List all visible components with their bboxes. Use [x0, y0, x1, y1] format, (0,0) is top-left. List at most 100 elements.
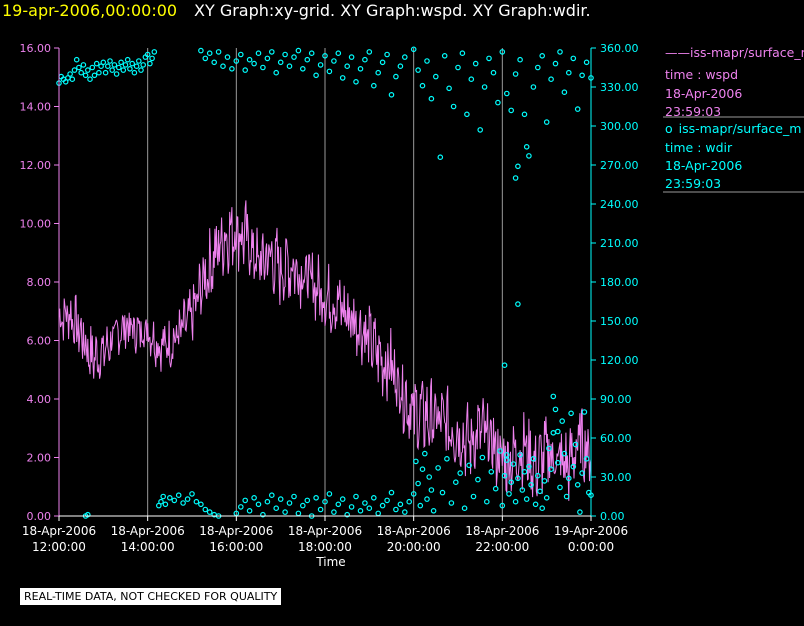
wdir-point: [459, 50, 466, 57]
wdir-point: [490, 69, 497, 76]
wdir-point: [419, 82, 426, 89]
right-tick-label: 330.00: [600, 81, 639, 94]
wdir-point: [530, 84, 537, 90]
data-quality-notice: REAL-TIME DATA, NOT CHECKED FOR QUALITY: [20, 588, 282, 605]
wdir-point: [331, 58, 337, 64]
wdir-point: [441, 52, 448, 59]
wdir-point: [255, 501, 262, 508]
wdir-point: [151, 49, 158, 55]
right-axis-ticks: 0.00 30.00 60.00 90.00 120.00 150.00 180.00 210…: [591, 42, 639, 523]
wdir-point: [162, 501, 169, 508]
wdir-point: [523, 496, 530, 502]
left-axis-ticks: 0.00 2.00 4.00 6.00 8.00 10.00 12.00 14.00 16.00: [20, 42, 59, 523]
wdir-point: [503, 457, 510, 463]
wdir-point: [120, 67, 127, 73]
wdir-point: [519, 487, 526, 493]
wdir-point: [466, 462, 472, 469]
wdir-point: [470, 493, 477, 500]
wdir-point: [457, 470, 464, 476]
x-axis-label: Time: [315, 555, 345, 569]
wdir-point: [393, 73, 399, 80]
legend-wdir-source: iss-mapr/surface_m: [678, 121, 802, 136]
wdir-point: [510, 461, 517, 467]
wdir-point: [532, 501, 539, 508]
wdir-point: [552, 60, 559, 67]
wdir-point: [282, 509, 288, 515]
wdir-point: [579, 72, 585, 79]
wdir-point: [326, 68, 333, 75]
wdir-point: [144, 51, 151, 58]
wdir-point: [515, 301, 521, 307]
wdir-point: [550, 393, 557, 400]
wdir-point: [251, 494, 257, 501]
wdir-point: [517, 56, 523, 63]
wdir-point: [202, 506, 209, 513]
legend-wdir-name: o iss-mapr/surface_m: [665, 119, 801, 138]
wdir-point: [521, 111, 528, 118]
wdir-point: [85, 511, 91, 518]
legend-wdir-date: 18-Apr-2006: [665, 158, 743, 173]
x-axis-ticks: 18-Apr-2006 12:00:00 18-Apr-2006 14:00:00 18…: [22, 516, 628, 554]
wdir-point: [388, 92, 395, 98]
wdir-point: [499, 49, 506, 55]
wdir-point: [388, 489, 395, 496]
right-tick-label: 60.00: [600, 432, 632, 445]
wdir-point: [483, 498, 490, 505]
wdir-point: [401, 509, 408, 515]
wdir-point: [410, 46, 417, 53]
wdir-point: [534, 64, 541, 71]
wdir-point: [379, 59, 386, 66]
legend-wspd-field: time : wspd: [665, 67, 739, 82]
wdir-point: [264, 55, 271, 62]
left-tick-label: 14.00: [20, 101, 52, 114]
wdir-point: [432, 73, 439, 80]
wdir-point: [521, 468, 528, 475]
x-tick-label-date: 18-Apr-2006: [288, 524, 362, 538]
wdir-point: [353, 493, 359, 500]
title-bar: 19-apr-2006,00:00:00 XY Graph:xy-grid. X…: [0, 0, 804, 26]
wdir-point: [202, 55, 209, 62]
wdir-point: [71, 67, 78, 73]
wdir-point: [583, 59, 590, 66]
wdir-point: [118, 59, 124, 66]
wdir-point: [238, 504, 244, 510]
wdir-point: [105, 63, 111, 69]
wdir-point: [339, 75, 346, 81]
wdir-point: [375, 510, 382, 517]
wdir-point: [67, 71, 73, 77]
legend-wspd-time: 23:59:03: [665, 104, 722, 119]
wdir-point: [299, 502, 306, 509]
wdir-point: [415, 480, 421, 487]
wdir-point: [76, 64, 82, 71]
wdir-point: [317, 506, 324, 513]
wdir-point: [129, 60, 136, 67]
graph-titles: XY Graph:xy-grid. XY Graph:wspd. XY Grap…: [194, 1, 591, 20]
right-tick-label: 120.00: [600, 354, 639, 367]
wdir-point: [384, 51, 390, 58]
left-tick-label: 16.00: [20, 42, 52, 55]
wdir-point: [344, 63, 351, 69]
x-tick-label-date: 19-Apr-2006: [554, 524, 628, 538]
vertical-grid: [147, 48, 503, 516]
wdir-point: [322, 498, 328, 505]
wdir-point: [444, 455, 450, 462]
wdir-point: [415, 67, 421, 73]
wdir-point: [102, 69, 109, 76]
right-tick-label: 240.00: [600, 198, 639, 211]
wdir-point: [506, 491, 512, 497]
wdir-point: [557, 484, 563, 491]
wdir-point: [554, 428, 561, 435]
x-tick-label-date: 18-Apr-2006: [111, 524, 185, 538]
wdir-point: [348, 54, 355, 60]
wdir-point: [295, 47, 302, 54]
wdir-point: [246, 507, 253, 514]
wdir-point: [570, 55, 577, 62]
wdir-point: [91, 72, 98, 79]
wdir-point: [107, 58, 113, 64]
wdir-point: [543, 119, 550, 125]
wdir-point: [299, 66, 306, 72]
wdir-point: [322, 52, 328, 59]
wdir-point: [264, 498, 271, 505]
wdir-point: [481, 84, 488, 90]
